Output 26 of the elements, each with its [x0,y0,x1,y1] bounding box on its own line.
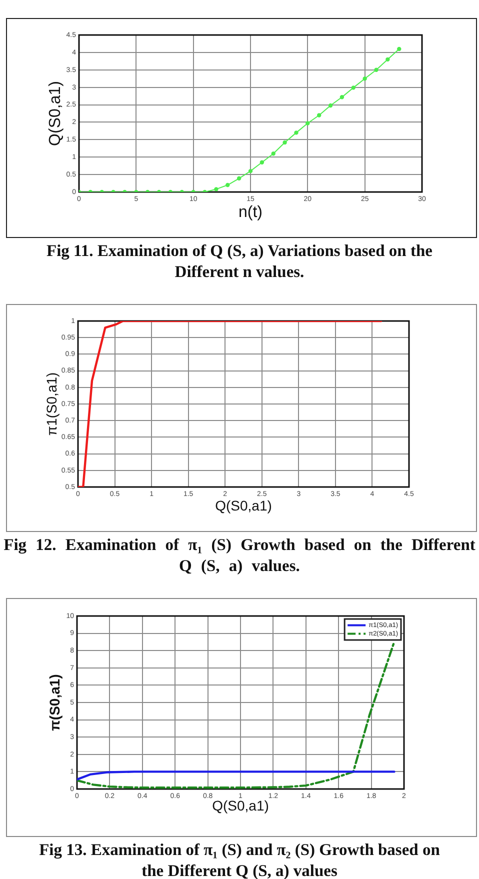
point [282,140,287,145]
point [236,176,242,180]
point [226,182,230,188]
point [386,57,390,62]
point [397,46,402,52]
y-axis-title: Q(S0,a1) [47,81,64,146]
point [306,121,310,126]
y-axis-title: π(S0,a1) [46,674,62,731]
caption: Fig 12. Examination of π₁ (S) Growth based on the Different Q (S, a) values. [2,534,476,576]
point [271,152,276,156]
point [362,76,367,81]
line-series [77,640,396,789]
caption: Fig 11. Examination of Q (S, a) Variations based on the Different n values. [46,240,434,282]
point [374,68,378,72]
point [294,130,298,135]
point [340,95,344,100]
x-axis-title: Q(S0,a1) [215,497,272,514]
point [214,187,218,192]
x-axis-title: Q(S0,a1) [212,797,269,814]
point [328,103,333,108]
point [248,168,253,174]
point [260,160,264,164]
point [351,86,356,90]
x-axis-title: n(t) [238,204,262,221]
y-axis-title: π1(S0,a1) [43,372,60,436]
point [317,113,322,118]
